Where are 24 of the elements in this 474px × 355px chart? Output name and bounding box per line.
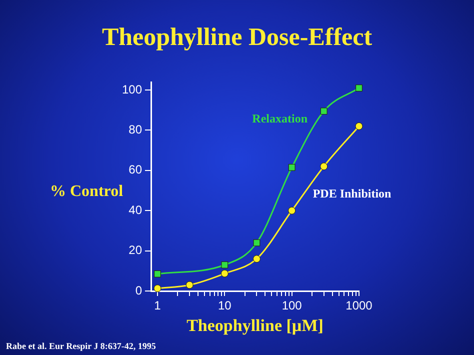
x-tick-label: 100 xyxy=(282,298,302,313)
y-tick-label: 0 xyxy=(135,283,142,298)
point xyxy=(252,255,260,263)
y-tick-label: 20 xyxy=(128,243,142,258)
point xyxy=(154,284,162,292)
chart-title: Theophylline Dose-Effect xyxy=(100,24,374,52)
series-label: PDE Inhibition xyxy=(312,186,392,201)
x-tick-label: 1 xyxy=(154,298,162,313)
point xyxy=(320,162,328,170)
point xyxy=(220,270,228,278)
y-tick-label: 40 xyxy=(128,202,142,217)
point xyxy=(154,270,161,278)
y-tick-label: 100 xyxy=(122,82,142,96)
point xyxy=(355,122,363,130)
x-tick-label: 10 xyxy=(218,298,232,313)
series-label: Relaxation xyxy=(252,112,308,126)
text: Rabe et al. Eur Respir J 8:637-42, 1995 xyxy=(6,341,156,351)
point xyxy=(186,281,194,289)
y-tick-label: 60 xyxy=(128,162,142,177)
y-tick-label: 80 xyxy=(128,122,142,137)
x-axis-title: Theophylline [µM] xyxy=(186,316,324,336)
x-tick-label: 1000 xyxy=(346,298,373,313)
point xyxy=(288,206,296,214)
y-axis-title: % Control xyxy=(50,183,124,201)
